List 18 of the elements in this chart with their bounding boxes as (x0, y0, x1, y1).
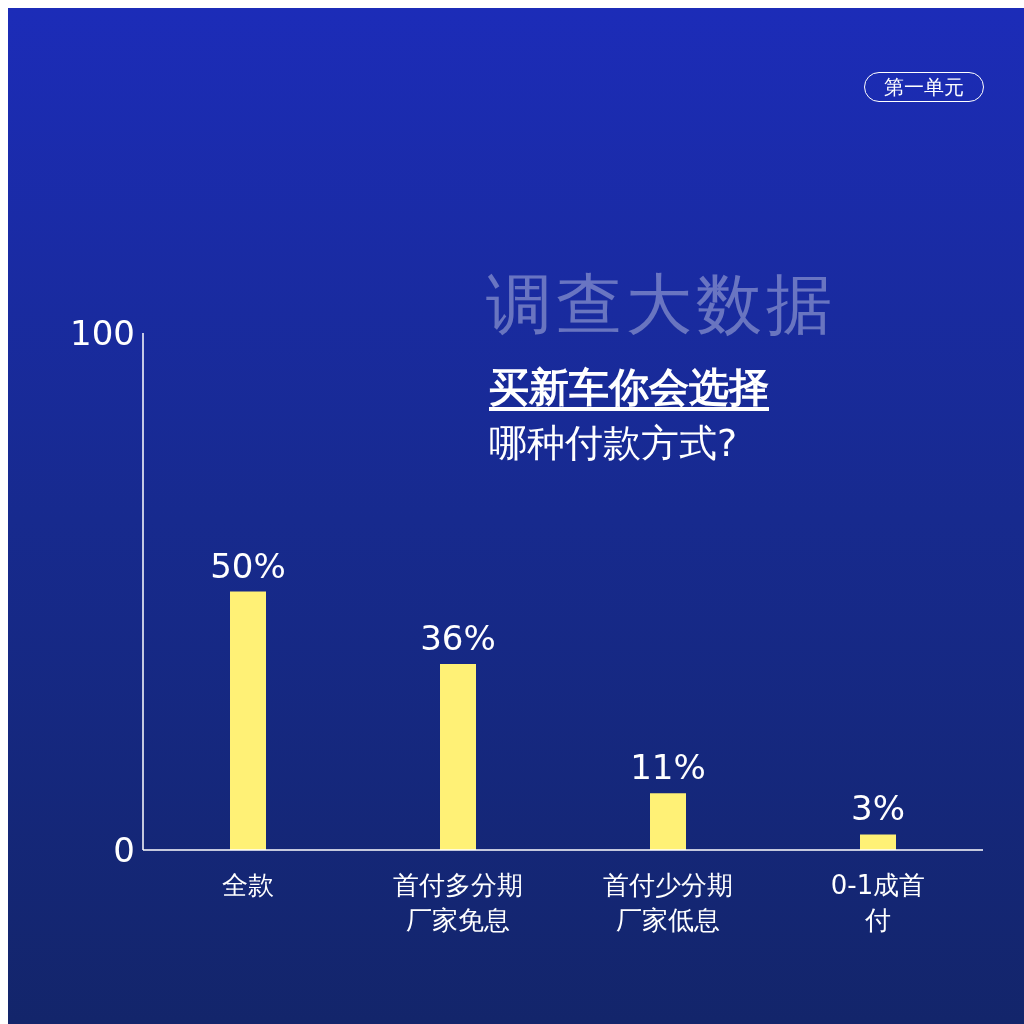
data-label: 11% (630, 747, 706, 788)
bar (650, 793, 686, 850)
y-tick-label: 100 (70, 313, 135, 354)
x-tick-label: 首付少分期厂家低息 (603, 870, 733, 935)
text: 第一单元 (864, 72, 984, 102)
x-tick-label: 首付多分期厂家免息 (393, 870, 523, 935)
bar (230, 591, 266, 850)
data-label: 50% (210, 545, 286, 586)
text: 买新车你会选择 (489, 363, 769, 412)
data-label: 3% (851, 788, 905, 829)
chart-title: 调查大数据 (486, 265, 836, 345)
x-tick-label: 全款 (222, 870, 274, 900)
y-tick-label: 0 (113, 830, 135, 871)
bar (860, 834, 896, 850)
bar (440, 663, 476, 850)
x-tick-label: 0-1成首付 (830, 870, 926, 935)
data-label: 36% (420, 617, 496, 658)
annotation: 哪种付款方式? (489, 420, 738, 467)
